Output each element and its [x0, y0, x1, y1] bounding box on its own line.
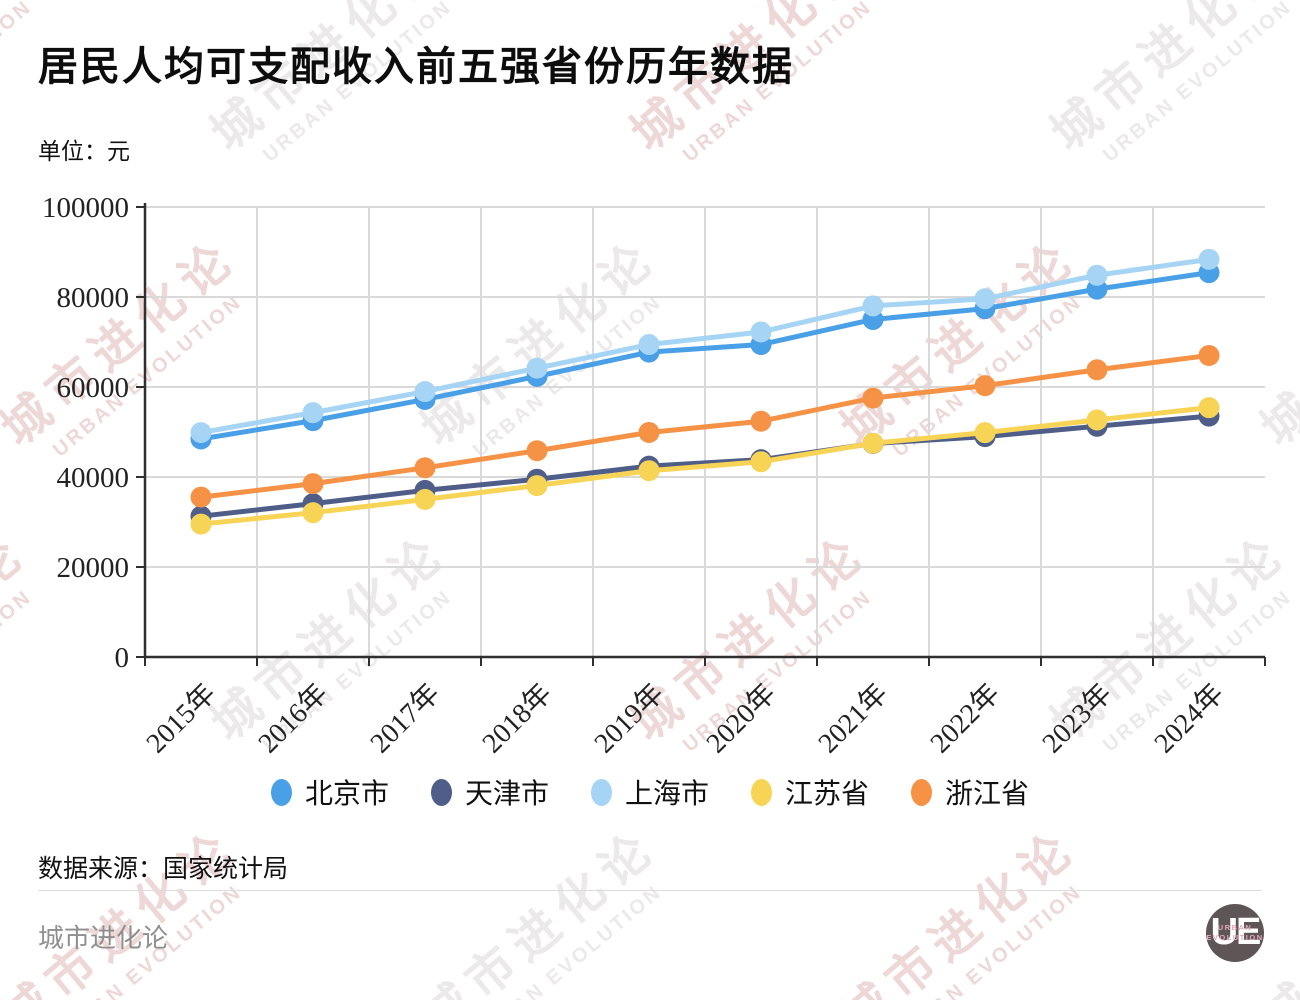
y-tick-label: 20000	[57, 552, 130, 584]
data-point	[862, 295, 884, 317]
legend-item: 天津市	[430, 772, 549, 812]
legend-label: 天津市	[464, 779, 549, 810]
data-point	[974, 422, 996, 444]
y-tick-label: 100000	[42, 192, 129, 224]
data-point	[526, 475, 548, 497]
data-point	[1086, 264, 1108, 286]
watermark-cn-text: 城市进化论	[831, 819, 1088, 1000]
data-point	[414, 457, 436, 479]
data-point	[1086, 409, 1108, 431]
legend-item: 江苏省	[751, 772, 869, 812]
data-point	[638, 460, 660, 482]
brand-name: 城市进化论	[38, 924, 169, 953]
logo-monogram: UE	[1210, 911, 1262, 953]
series-line	[198, 405, 1212, 527]
watermark-cn-text: 城市进化论	[0, 0, 38, 162]
data-point	[750, 321, 772, 343]
page-title: 居民人均可支配收入前五强省份历年数据	[38, 44, 794, 89]
data-point	[414, 488, 436, 510]
x-tick-label: 2019年	[588, 677, 670, 759]
data-point	[302, 473, 324, 495]
legend-marker-icon	[751, 778, 772, 806]
footer-divider	[38, 890, 1262, 891]
legend-label: 北京市	[304, 779, 389, 810]
legend-label: 江苏省	[785, 779, 870, 810]
data-point	[526, 357, 548, 379]
legend-marker-icon	[590, 778, 612, 806]
watermark-en-text: URBAN EVOLUTION	[1290, 864, 1300, 1000]
logo-text-line2: EVOLUTION	[1206, 933, 1264, 943]
series-line	[198, 270, 1212, 442]
x-tick-label: 2022年	[924, 677, 1006, 759]
data-point	[302, 502, 324, 524]
watermark-cn-text: 城市进化论	[411, 819, 668, 1000]
data-point	[190, 513, 212, 535]
series-line	[198, 352, 1212, 500]
unit-label: 单位：元	[38, 139, 130, 164]
data-point	[750, 451, 772, 473]
y-tick-label: 0	[115, 642, 130, 674]
logo-text: URBAN EVOLUTION	[1206, 923, 1264, 943]
x-tick-label: 2015年	[140, 677, 222, 759]
legend-item: 浙江省	[911, 772, 1029, 812]
legend-marker-icon	[270, 778, 292, 806]
data-point	[1198, 397, 1220, 419]
legend-marker-icon	[430, 778, 452, 806]
legend-label: 浙江省	[945, 779, 1030, 810]
legend-item: 上海市	[590, 772, 709, 812]
urban-evolution-logo: UE URBAN EVOLUTION	[1206, 904, 1264, 962]
x-tick-label: 2018年	[476, 677, 558, 759]
series-line	[198, 256, 1212, 436]
legend-item: 北京市	[270, 772, 389, 812]
watermark-en-text: URBAN EVOLUTION	[468, 880, 667, 1000]
x-tick-label: 2023年	[1036, 677, 1118, 759]
x-tick-label: 2016年	[252, 677, 334, 759]
x-tick-label: 2021年	[812, 677, 894, 759]
data-point	[974, 375, 996, 397]
data-point	[1198, 248, 1220, 270]
data-point	[862, 432, 884, 454]
chart-legend: 北京市 天津市 上海市 江苏省 浙江省	[0, 772, 1300, 812]
y-tick-label: 40000	[57, 462, 130, 494]
x-tick-label: 2020年	[700, 677, 782, 759]
y-tick-label: 60000	[57, 372, 130, 404]
watermark-cn-text: 城市进化论	[1041, 0, 1298, 162]
data-point	[638, 421, 660, 443]
x-tick-label: 2024年	[1148, 677, 1230, 759]
data-point	[1086, 359, 1108, 381]
series-line	[198, 413, 1212, 519]
x-tick-label: 2017年	[364, 677, 446, 759]
legend-label: 上海市	[624, 779, 709, 810]
watermark-en-text: URBAN EVOLUTION	[888, 880, 1087, 1000]
data-point	[526, 440, 548, 462]
data-point	[862, 387, 884, 409]
data-point	[974, 288, 996, 310]
data-point	[750, 410, 772, 432]
data-point	[638, 334, 660, 356]
data-point	[1198, 344, 1220, 366]
data-point	[190, 422, 212, 444]
data-point	[414, 381, 436, 403]
y-tick-label: 80000	[57, 282, 130, 314]
watermark-en-text: URBAN EVOLUTION	[1098, 0, 1297, 167]
data-point	[302, 402, 324, 424]
line-chart: 0 20000 40000 60000 80000 100000 2015年 2016年 201…	[42, 192, 1266, 759]
data-source-label: 数据来源：国家统计局	[38, 856, 289, 883]
legend-marker-icon	[911, 778, 933, 806]
data-point	[190, 486, 212, 508]
logo-text-line1: URBAN	[1217, 923, 1253, 932]
